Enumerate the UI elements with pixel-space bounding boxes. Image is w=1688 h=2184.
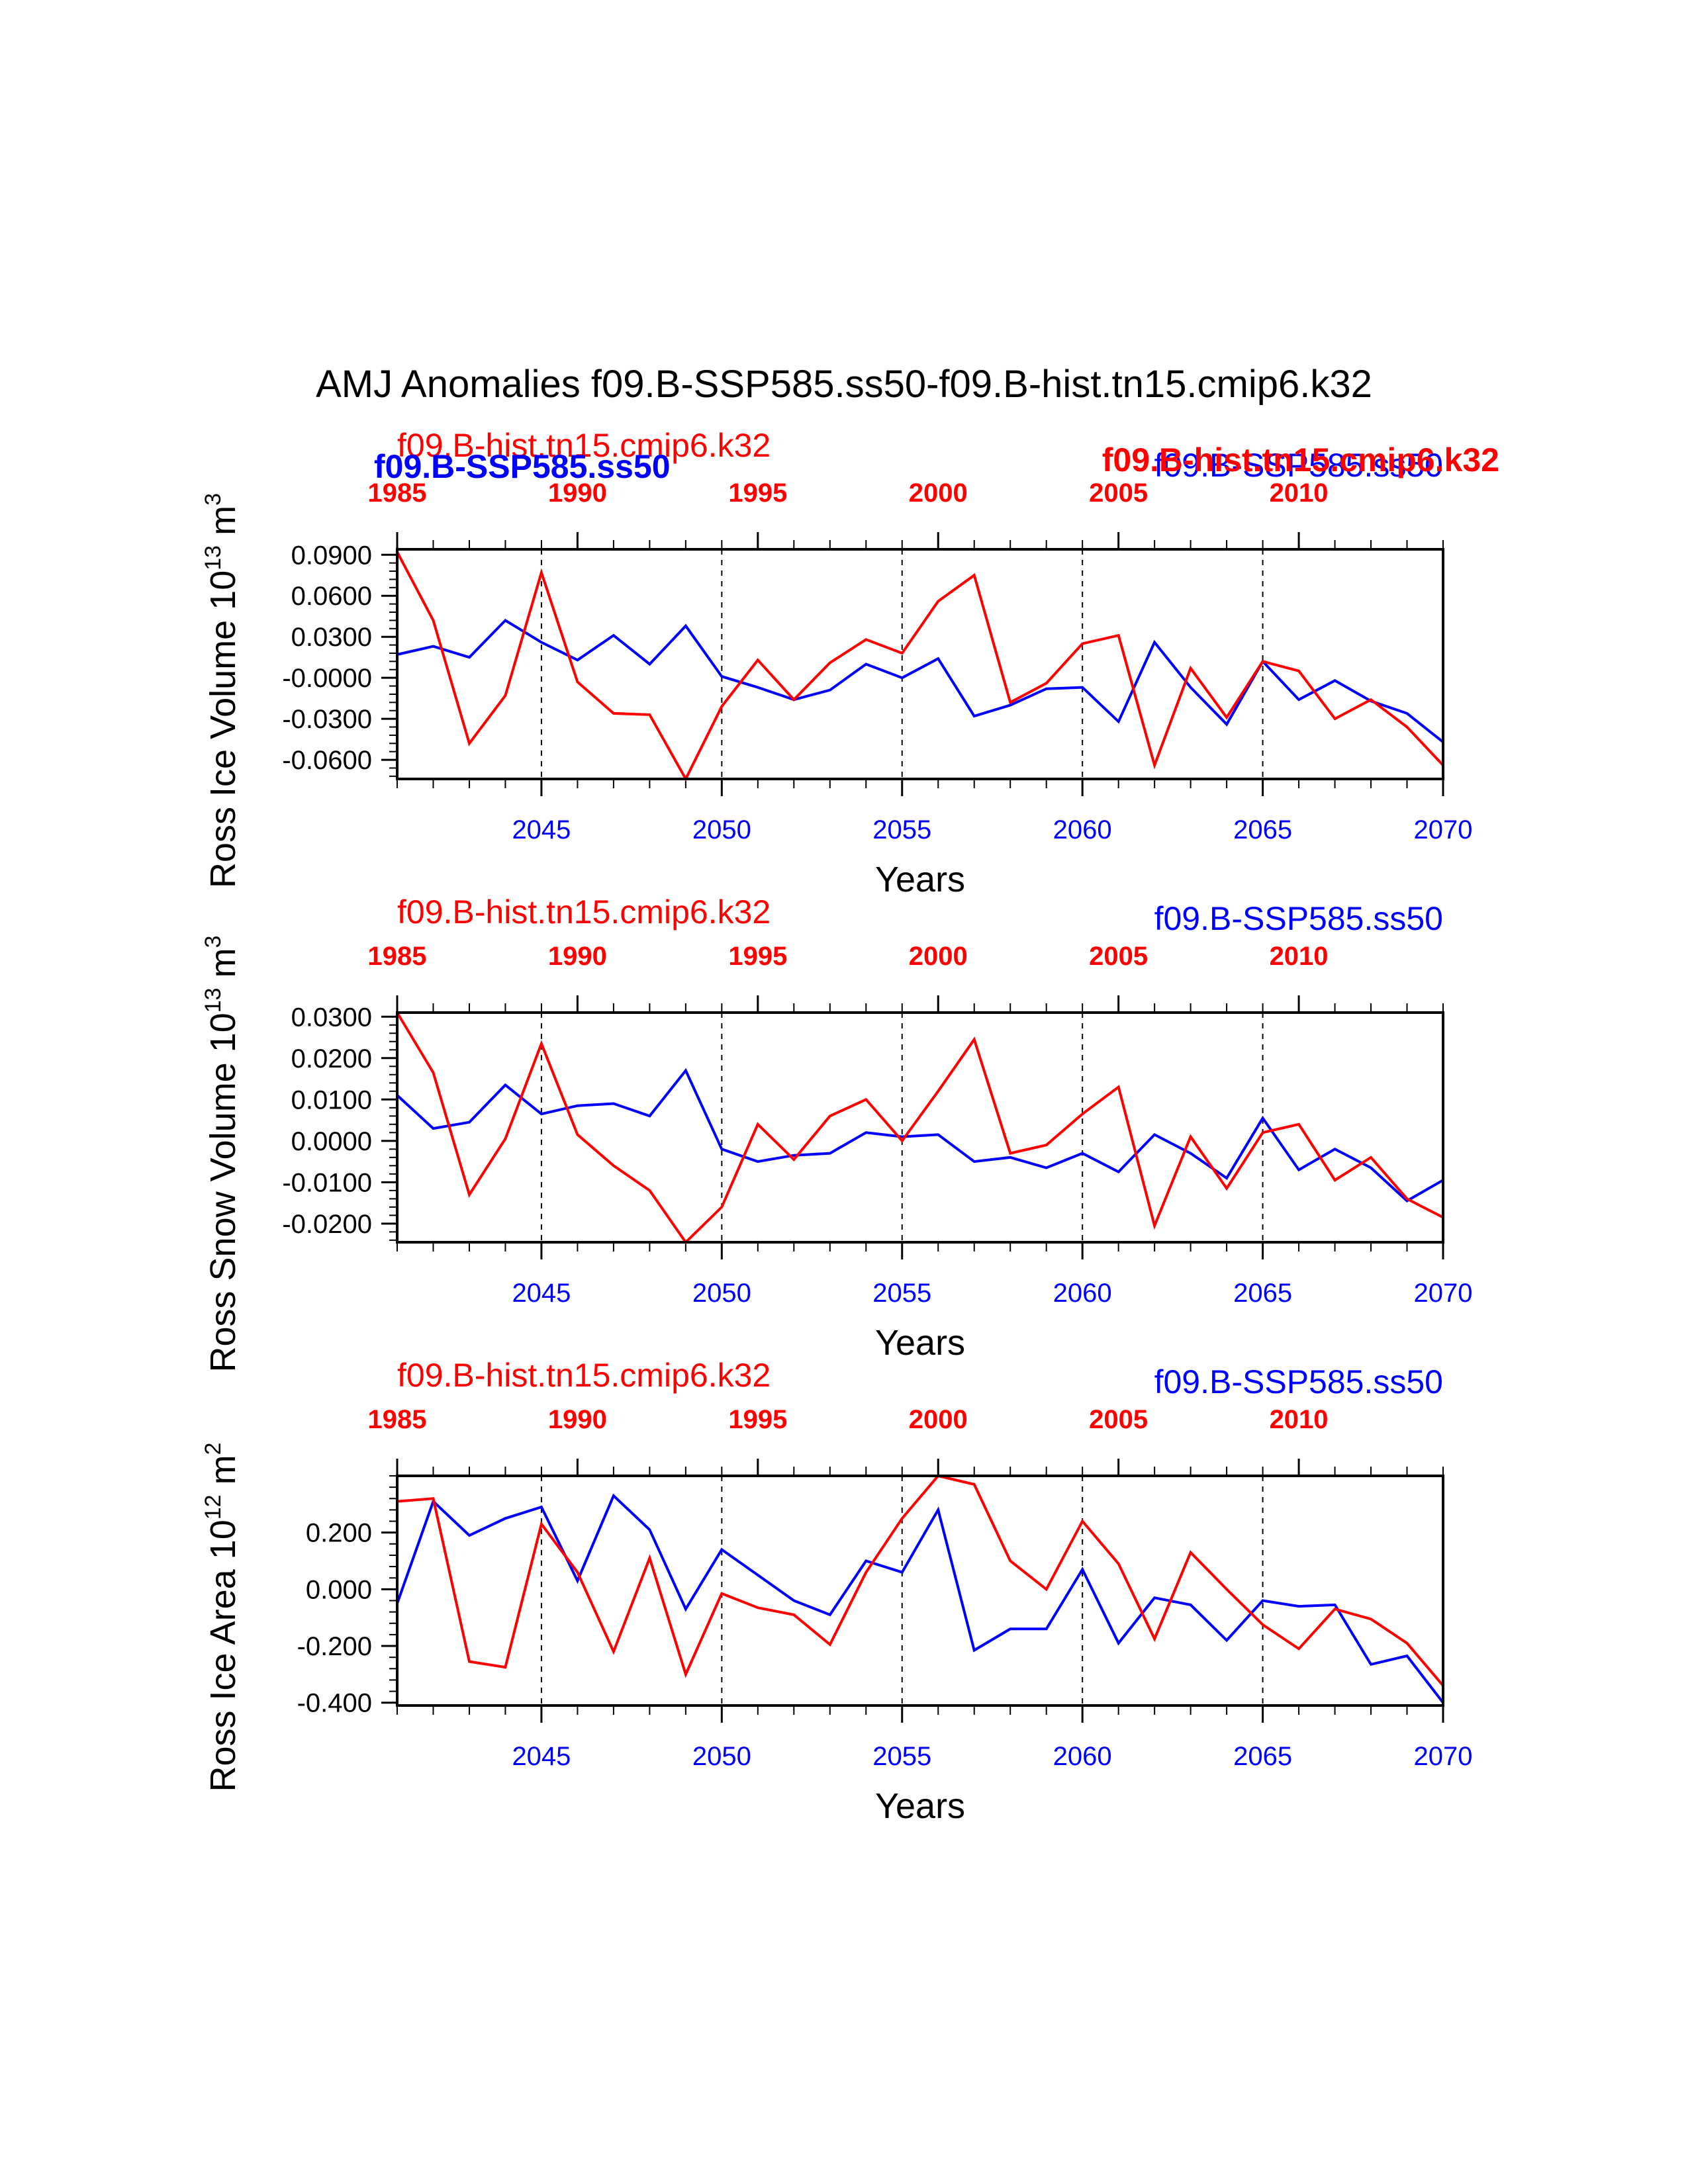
- y-tick-label: 0.0900: [291, 541, 372, 570]
- y-tick-label: 0.0300: [291, 1003, 372, 1032]
- bottom-tick-label: 2055: [872, 1742, 931, 1771]
- plot-frame: [396, 548, 1444, 780]
- y-tick-label: 0.000: [306, 1575, 372, 1604]
- y-axis-label-part: m: [203, 506, 243, 545]
- bottom-tick-label: 2065: [1233, 1742, 1292, 1771]
- bottom-tick-label: 2065: [1233, 815, 1292, 844]
- y-axis-label-part: Ross Snow Volume 10: [203, 1013, 243, 1372]
- y-axis-label-part: 13: [201, 545, 226, 570]
- future-series-line: [396, 1068, 1444, 1203]
- y-axis-label-part: 3: [201, 493, 226, 506]
- y-axis-label-part: 2: [201, 1443, 226, 1455]
- top-tick-label: 2010: [1270, 1405, 1329, 1434]
- y-axis-label-part: 12: [201, 1494, 226, 1520]
- top-tick-label: 2010: [1270, 478, 1329, 508]
- y-tick-label: -0.0100: [282, 1168, 372, 1197]
- panel-1: 2045 2050 2055 2060 2065 2070 1985 1990 1995 2000…: [201, 427, 1499, 899]
- bottom-tick-label: 2070: [1414, 815, 1473, 844]
- hist-case-label: f09.B-hist.tn15.cmip6.k32: [397, 893, 771, 931]
- top-tick-label: 1985: [368, 942, 427, 971]
- top-tick-label: 1990: [548, 1405, 607, 1434]
- top-tick-label: 2000: [909, 1405, 968, 1434]
- plot-frame: [396, 1011, 1444, 1244]
- bottom-tick-label: 2045: [512, 1279, 571, 1308]
- x-axis-label: Years: [875, 860, 965, 899]
- y-tick-label: -0.0200: [282, 1210, 372, 1239]
- top-tick-label: 1990: [548, 478, 607, 508]
- bottom-tick-label: 2055: [872, 815, 931, 844]
- figure-title: AMJ Anomalies f09.B-SSP585.ss50-f09.B-hi…: [316, 363, 1372, 406]
- y-tick-label: -0.200: [297, 1632, 372, 1661]
- bottom-tick-label: 2070: [1414, 1279, 1473, 1308]
- y-tick-label: -0.0600: [282, 746, 372, 775]
- bottom-tick-label: 2045: [512, 1742, 571, 1771]
- top-tick-label: 1990: [548, 942, 607, 971]
- y-tick-label: -0.400: [297, 1689, 372, 1718]
- top-tick-label: 2005: [1089, 1405, 1148, 1434]
- future-series-line: [396, 1493, 1444, 1704]
- panel-3: 2045 2050 2055 2060 2065 2070 1985 1990 1995 2000…: [201, 1357, 1472, 1826]
- top-tick-label: 1995: [728, 1405, 787, 1434]
- top-tick-label: 2000: [909, 478, 968, 508]
- future-case-label: f09.B-SSP585.ss50: [1154, 447, 1443, 484]
- y-axis-label: Ross Ice Volume 1013 m3: [201, 493, 243, 888]
- bottom-tick-label: 2050: [692, 815, 751, 844]
- y-axis-label-part: m: [203, 1455, 243, 1494]
- top-tick-label: 1995: [728, 942, 787, 971]
- y-tick-label: 0.0000: [291, 1127, 372, 1156]
- hist-series-line: [397, 1474, 1444, 1687]
- bottom-tick-label: 2050: [692, 1742, 751, 1771]
- y-tick-label: 0.200: [306, 1519, 372, 1548]
- bottom-tick-label: 2065: [1233, 1279, 1292, 1308]
- panel-2: 2045 2050 2055 2060 2065 2070 1985 1990 1995 2000…: [201, 893, 1472, 1373]
- top-tick-label: 1985: [368, 478, 427, 508]
- y-tick-label: 0.0300: [291, 623, 372, 652]
- bottom-tick-label: 2060: [1053, 1279, 1112, 1308]
- bottom-tick-label: 2060: [1053, 1742, 1112, 1771]
- top-tick-label: 1995: [728, 478, 787, 508]
- future-case-label: f09.B-SSP585.ss50: [1154, 1363, 1443, 1400]
- top-tick-label: 2005: [1089, 478, 1148, 508]
- panels: 2045 2050 2055 2060 2065 2070 1985 1990 1995 2000…: [201, 427, 1499, 1826]
- bottom-tick-label: 2070: [1414, 1742, 1473, 1771]
- hist-case-label-bold: f09.B-hist.tn15.cmip6.k32: [1102, 441, 1499, 478]
- y-tick-label: 0.0100: [291, 1085, 372, 1115]
- y-axis-label-part: 13: [201, 987, 226, 1013]
- y-tick-label: -0.0300: [282, 705, 372, 734]
- y-axis-label: Ross Ice Area 1012 m2: [201, 1443, 243, 1792]
- future-series-line: [397, 618, 1444, 743]
- top-tick-label: 2000: [909, 942, 968, 971]
- y-tick-label: 0.0600: [291, 582, 372, 611]
- hist-case-label: f09.B-hist.tn15.cmip6.k32: [397, 427, 771, 464]
- future-case-label: f09.B-SSP585.ss50: [1154, 900, 1443, 937]
- top-tick-label: 1985: [368, 1405, 427, 1434]
- bottom-tick-label: 2050: [692, 1279, 751, 1308]
- hist-series-line: [396, 1011, 1444, 1245]
- y-axis-label-part: 3: [201, 935, 226, 948]
- top-tick-label: 2005: [1089, 942, 1148, 971]
- future-case-label-bold: f09.B-SSP585.ss50: [374, 448, 671, 485]
- top-tick-label: 2010: [1270, 942, 1329, 971]
- hist-series-line: [396, 551, 1444, 782]
- bottom-tick-label: 2045: [512, 815, 571, 844]
- y-tick-label: -0.0000: [282, 664, 372, 693]
- y-axis-label-part: Ross Ice Volume 10: [203, 570, 243, 888]
- y-tick-label: 0.0200: [291, 1044, 372, 1073]
- x-axis-label: Years: [875, 1323, 965, 1363]
- plot-frame: [396, 1475, 1444, 1707]
- y-axis-label-part: m: [203, 948, 243, 987]
- bottom-tick-label: 2060: [1053, 815, 1112, 844]
- y-axis-label: Ross Snow Volume 1013 m3: [201, 935, 243, 1372]
- x-axis-label: Years: [875, 1786, 965, 1826]
- y-axis-label-part: Ross Ice Area 10: [203, 1520, 243, 1792]
- bottom-tick-label: 2055: [872, 1279, 931, 1308]
- hist-case-label: f09.B-hist.tn15.cmip6.k32: [397, 1357, 771, 1394]
